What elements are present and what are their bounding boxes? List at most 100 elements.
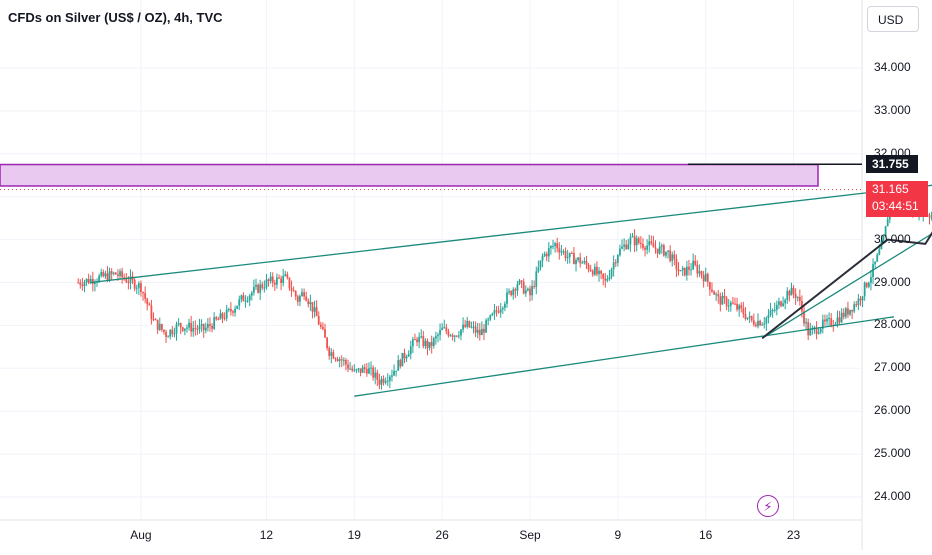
- candle-up: [437, 334, 439, 337]
- candle-down: [160, 323, 163, 330]
- candle-up: [568, 252, 571, 258]
- candle-up: [409, 346, 412, 355]
- candle-down: [317, 316, 320, 325]
- candle-up: [177, 323, 180, 325]
- candle-down: [675, 258, 678, 270]
- candle-up: [612, 262, 615, 270]
- candle-up: [175, 324, 178, 334]
- candle-up: [240, 295, 243, 300]
- candle-up: [836, 317, 839, 325]
- candle-down: [556, 243, 559, 249]
- candle-up: [227, 308, 230, 310]
- candle-down: [121, 271, 124, 278]
- candle-up: [439, 329, 441, 335]
- candle-up: [357, 368, 360, 370]
- candle-up: [648, 241, 651, 246]
- candle-up: [581, 262, 584, 264]
- candle-up: [167, 336, 170, 338]
- candle-up: [253, 286, 255, 293]
- candle-up: [472, 326, 475, 328]
- candle-up: [384, 381, 387, 383]
- candle-up: [506, 292, 508, 304]
- candle-up: [849, 309, 851, 315]
- candle-down: [451, 335, 454, 337]
- last-price-value: 31.165: [872, 182, 909, 196]
- candle-down: [211, 326, 213, 329]
- candle-down: [468, 321, 471, 328]
- candle-up: [508, 291, 510, 293]
- candle-up: [765, 317, 768, 324]
- candle-down: [114, 272, 117, 275]
- candle-down: [683, 267, 686, 276]
- candle-down: [229, 308, 232, 312]
- candle-up: [250, 292, 253, 296]
- candle-up: [259, 284, 262, 293]
- candle-up: [817, 332, 820, 334]
- candle-down: [600, 270, 603, 274]
- candle-down: [744, 313, 747, 319]
- candle-up: [796, 296, 799, 298]
- candle-down: [723, 295, 726, 298]
- candle-up: [476, 329, 479, 333]
- candle-up: [552, 245, 554, 247]
- candle-down: [202, 324, 205, 331]
- candle-up: [470, 326, 473, 328]
- candle-up: [401, 352, 404, 367]
- candle-down: [725, 297, 728, 307]
- candle-down: [416, 339, 418, 343]
- price-axis-tick: 28.000: [874, 317, 911, 332]
- candle-down: [497, 311, 500, 313]
- candle-up: [432, 338, 435, 346]
- candle-up: [629, 237, 632, 245]
- candle-down: [292, 290, 295, 292]
- candle-down: [307, 300, 310, 305]
- candle-down: [847, 308, 849, 315]
- candle-down: [146, 298, 149, 305]
- candle-down: [464, 324, 467, 327]
- candle-up: [225, 309, 228, 319]
- candle-down: [142, 292, 144, 294]
- candle-down: [579, 257, 582, 264]
- candle-up: [535, 271, 538, 287]
- candle-up: [204, 327, 207, 331]
- candle-down: [614, 262, 617, 264]
- candle-up: [876, 254, 879, 262]
- candle-up: [516, 284, 519, 291]
- time-axis-tick: 9: [614, 528, 622, 542]
- candle-up: [577, 257, 580, 260]
- candle-down: [347, 364, 349, 369]
- candle-up: [821, 319, 824, 329]
- candle-down: [522, 281, 525, 294]
- candle-up: [234, 308, 236, 313]
- candle-down: [711, 289, 713, 292]
- candle-up: [282, 275, 285, 284]
- candle-up: [386, 380, 389, 382]
- candle-down: [474, 326, 477, 333]
- candle-up: [665, 251, 667, 256]
- candle-down: [803, 311, 805, 324]
- candle-up: [610, 269, 613, 277]
- candle-up: [397, 360, 400, 371]
- candle-down: [91, 278, 94, 284]
- candle-down: [286, 274, 289, 278]
- candle-up: [499, 309, 502, 313]
- time-axis-tick: 26: [435, 528, 449, 542]
- candle-down: [596, 266, 598, 275]
- candle-up: [884, 226, 887, 238]
- candle-down: [345, 360, 347, 365]
- lightning-bolt-icon[interactable]: ⚡: [757, 495, 779, 517]
- candle-down: [510, 291, 513, 296]
- candle-up: [457, 335, 460, 337]
- candle-up: [255, 284, 257, 287]
- candle-down: [533, 286, 536, 288]
- candle-up: [583, 261, 586, 263]
- candle-up: [186, 327, 188, 329]
- currency-button[interactable]: USD: [867, 6, 919, 32]
- candle-up: [606, 279, 609, 281]
- candle-up: [778, 301, 780, 305]
- candle-down: [154, 319, 157, 321]
- candle-up: [183, 328, 186, 331]
- candle-down: [587, 264, 590, 270]
